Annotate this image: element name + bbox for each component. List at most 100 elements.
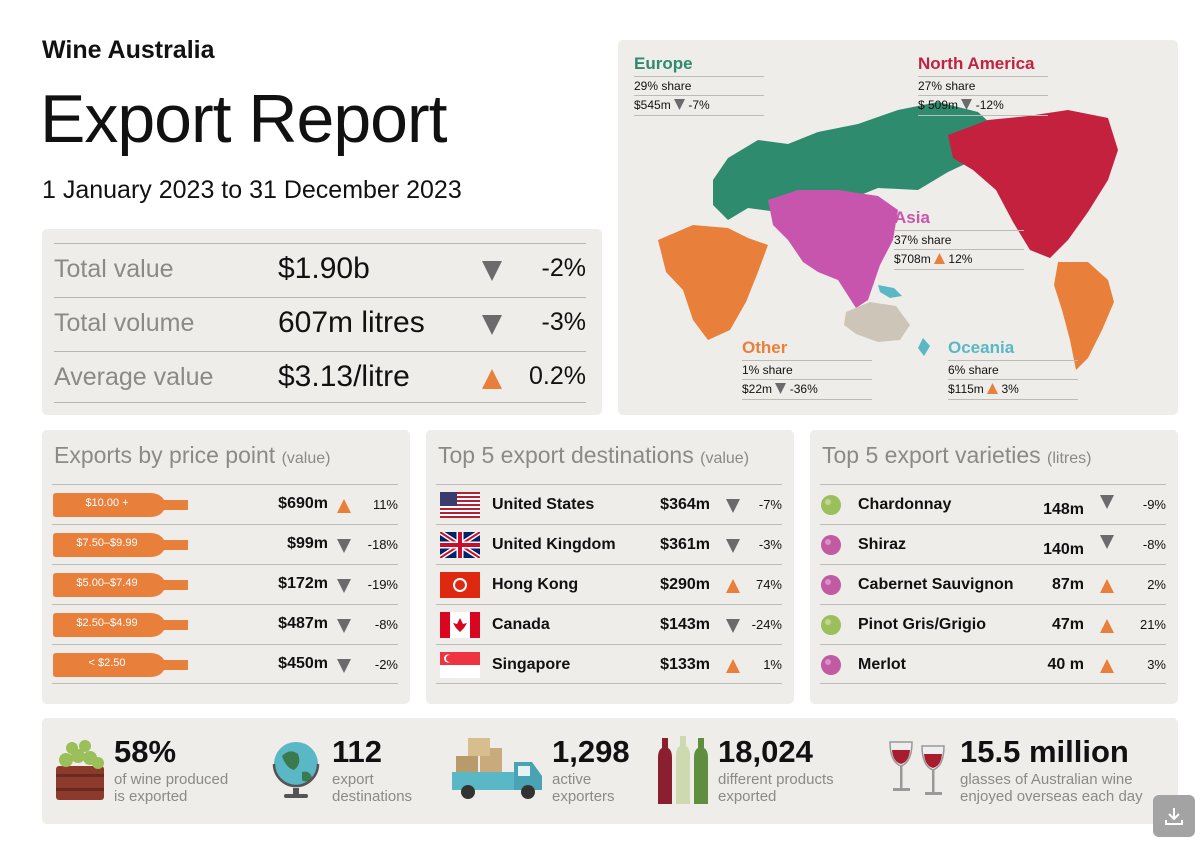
trend-arrow xyxy=(482,261,502,286)
arrow-down-icon xyxy=(726,499,740,513)
oceania-region-shape xyxy=(878,285,930,356)
wine-bottle-icon xyxy=(53,613,188,637)
destination-value: $133m xyxy=(660,656,710,673)
price-change: -2% xyxy=(374,657,398,672)
variety-change: -9% xyxy=(1142,497,1166,512)
destination-row: United States $364m -7% xyxy=(436,484,782,524)
price-point-row: $2.50–$4.99 $487m -8% xyxy=(52,604,398,644)
price-point-row: $5.00–$7.49 $172m -19% xyxy=(52,564,398,604)
flag-hk-icon xyxy=(440,572,480,598)
region-share: 6% share xyxy=(948,361,1078,380)
page-title: Export Report xyxy=(40,81,448,157)
region-value-line: $545m -7% xyxy=(634,96,764,116)
price-band-label: $7.50–$9.99 xyxy=(76,537,138,549)
destination-value: $364m xyxy=(660,496,710,513)
stat-value: 58% xyxy=(114,734,177,769)
arrow-down-icon xyxy=(337,539,351,553)
summary-value: $3.13/litre xyxy=(278,360,410,393)
region-value: $708m xyxy=(894,252,931,266)
report-period: 1 January 2023 to 31 December 2023 xyxy=(42,176,462,204)
summary-value: 607m litres xyxy=(278,306,425,339)
region-name: Asia xyxy=(894,208,1024,231)
region-value: $545m xyxy=(634,98,671,112)
arrow-up-icon xyxy=(934,252,946,264)
brand-name: Wine Australia xyxy=(42,36,215,64)
stat-value: 112 xyxy=(332,734,383,769)
destination-change: 74% xyxy=(755,577,782,592)
destination-name: Hong Kong xyxy=(492,576,579,593)
trend-arrow xyxy=(1100,535,1114,554)
variety-name: Pinot Gris/Grigio xyxy=(858,616,987,633)
variety-change: 2% xyxy=(1147,577,1166,592)
region-value-line: $22m -36% xyxy=(742,380,872,400)
price-value: $690m xyxy=(278,495,328,512)
region-value: $115m xyxy=(948,382,984,396)
arrow-down-icon xyxy=(337,579,351,593)
arrow-up-icon xyxy=(1100,579,1114,593)
trend-arrow xyxy=(726,659,740,678)
destination-name: United States xyxy=(492,496,595,513)
summary-change: -2% xyxy=(541,254,586,282)
stat-desc-line2: exported xyxy=(718,788,777,805)
europe-region-shape xyxy=(713,102,1018,220)
summary-change: 0.2% xyxy=(529,362,586,390)
destination-name: Canada xyxy=(492,616,550,633)
stat-desc-line1: export xyxy=(332,771,374,788)
variety-volume: 148m xyxy=(1043,501,1084,518)
stat-desc-line2: is exported xyxy=(114,788,188,805)
summary-label: Average value xyxy=(54,363,214,391)
varieties-title: Top 5 export varieties (litres) xyxy=(822,442,1092,468)
trend-arrow xyxy=(726,539,740,558)
wine-bottle-icon xyxy=(53,653,188,677)
price-change: -8% xyxy=(374,617,398,632)
stat-value: 18,024 xyxy=(718,734,813,769)
region-name: Europe xyxy=(634,54,764,77)
price-point-row: < $2.50 $450m -2% xyxy=(52,644,398,684)
grape-icon xyxy=(821,575,841,595)
region-value-line: $708m 12% xyxy=(894,250,1024,270)
grape-icon xyxy=(821,615,841,635)
arrow-down-icon xyxy=(726,539,740,553)
arrow-up-icon xyxy=(987,382,999,394)
destination-row: Hong Kong $290m 74% xyxy=(436,564,782,604)
arrow-down-icon xyxy=(726,619,740,633)
price-change: -18% xyxy=(367,537,398,552)
grape-icon xyxy=(821,495,841,515)
price-point-panel: Exports by price point (value) $10.00 + … xyxy=(42,430,410,704)
arrow-up-icon xyxy=(482,369,502,389)
destinations-title: Top 5 export destinations (value) xyxy=(438,442,750,468)
trend-arrow xyxy=(1100,659,1114,678)
australia-shape xyxy=(844,302,910,342)
flag-sg-icon xyxy=(440,652,480,678)
wine-bottle-icon xyxy=(53,493,188,517)
stat-value: 15.5 million xyxy=(960,734,1129,769)
region-share: 37% share xyxy=(894,231,1024,250)
wine-bottle-icon xyxy=(53,573,188,597)
variety-change: 21% xyxy=(1139,617,1166,632)
trend-arrow xyxy=(726,619,740,638)
variety-row: Pinot Gris/Grigio 47m 21% xyxy=(820,604,1166,644)
download-button[interactable] xyxy=(1153,795,1195,837)
trend-arrow xyxy=(482,369,502,394)
summary-change: -3% xyxy=(541,308,586,336)
stat-value: 1,298 xyxy=(552,734,630,769)
wine-glasses-icon xyxy=(884,736,954,807)
region-change: -36% xyxy=(789,382,818,396)
destination-row: Singapore $133m 1% xyxy=(436,644,782,684)
price-value: $99m xyxy=(287,535,328,552)
region-value-line: $ 509m -12% xyxy=(918,96,1048,116)
variety-volume: 87m xyxy=(1051,576,1084,593)
variety-volume: 47m xyxy=(1051,616,1084,633)
region-change: 3% xyxy=(1001,382,1019,396)
price-point-row: $7.50–$9.99 $99m -18% xyxy=(52,524,398,564)
region-value: $ 509m xyxy=(918,98,959,112)
trend-arrow xyxy=(1100,579,1114,598)
region-share: 27% share xyxy=(918,77,1048,96)
region-share: 1% share xyxy=(742,361,872,380)
world-map xyxy=(658,102,1118,370)
variety-change: 3% xyxy=(1147,657,1166,672)
price-point-row: $10.00 + $690m 11% xyxy=(52,484,398,524)
variety-row: Cabernet Sauvignon 87m 2% xyxy=(820,564,1166,604)
destination-change: -24% xyxy=(751,617,782,632)
variety-volume: 40 m xyxy=(1047,656,1084,673)
